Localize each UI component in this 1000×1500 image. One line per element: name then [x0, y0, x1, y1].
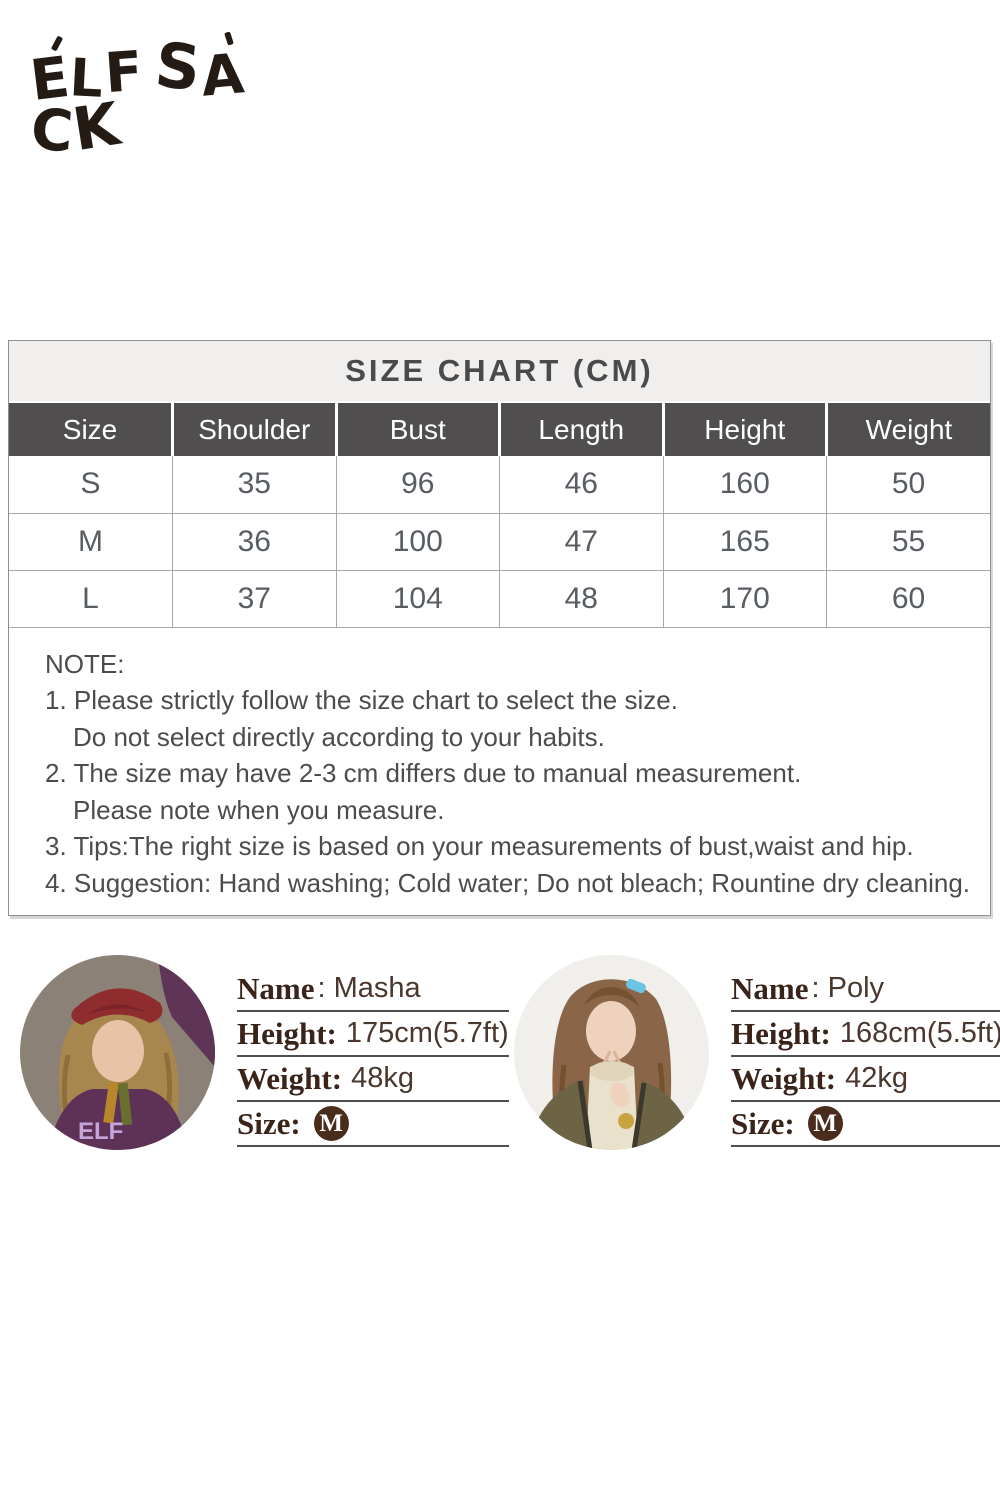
- height-label: Height:: [731, 1015, 831, 1051]
- logo-letter: K: [67, 88, 124, 165]
- weight-label: Weight:: [731, 1060, 837, 1096]
- size-chart-title: SIZE CHART (CM): [9, 341, 990, 403]
- model-photo-poly: [514, 955, 709, 1150]
- column-header-length: Length: [498, 403, 663, 456]
- cell-bust: 104: [335, 569, 500, 628]
- size-table: Size Shoulder Bust Length Height Weight …: [9, 403, 990, 628]
- note-section: NOTE: 1. Please strictly follow the size…: [9, 628, 990, 916]
- cell-height: 170: [662, 569, 827, 628]
- name-row: Name : Poly: [731, 967, 1000, 1012]
- note-line-3: 3. Tips:The right size is based on your …: [45, 831, 914, 861]
- cell-weight: 55: [826, 512, 990, 571]
- weight-value: 42kg: [845, 1062, 908, 1094]
- size-row-l: L 37 104 48 170 60: [9, 569, 990, 628]
- cell-length: 46: [499, 456, 664, 514]
- weight-row: Weight: 48kg: [237, 1057, 509, 1102]
- column-header-bust: Bust: [334, 403, 500, 456]
- column-header-size: Size: [9, 403, 173, 456]
- brand-logo: ELF SACK: [27, 28, 260, 165]
- cell-bust: 96: [335, 456, 500, 514]
- model-card-poly: Name : Poly Height: 168cm(5.5ft) Weight:…: [514, 955, 1000, 1150]
- size-table-header-row: Size Shoulder Bust Length Height Weight: [9, 403, 990, 456]
- note-line-4: 4. Suggestion: Hand washing; Cold water;…: [45, 867, 971, 898]
- masha-portrait-illustration: ELF: [20, 955, 215, 1150]
- size-label: Size:: [237, 1105, 301, 1141]
- logo-letter: C: [28, 96, 76, 166]
- column-header-height: Height: [661, 403, 827, 456]
- height-value: 175cm(5.7ft): [345, 1017, 509, 1049]
- model-info-masha: Name : Masha Height: 175cm(5.7ft) Weight…: [237, 955, 509, 1150]
- cell-weight: 50: [826, 456, 990, 514]
- model-photo-masha: ELF: [20, 955, 215, 1150]
- model-info-poly: Name : Poly Height: 168cm(5.5ft) Weight:…: [731, 955, 1000, 1150]
- name-value: : Poly: [811, 972, 885, 1004]
- name-row: Name : Masha: [237, 967, 509, 1012]
- height-value: 168cm(5.5ft): [839, 1017, 1000, 1049]
- poly-portrait-illustration: [514, 955, 709, 1150]
- size-row-s: S 35 96 46 160 50: [9, 456, 990, 514]
- cell-size: M: [9, 512, 173, 571]
- note-line-1-continued: Do not select directly according to your…: [73, 721, 605, 752]
- size-row: Size: M: [731, 1102, 1000, 1147]
- height-label: Height:: [237, 1015, 337, 1051]
- note-line-1: 1. Please strictly follow the size chart…: [45, 685, 678, 715]
- weight-row: Weight: 42kg: [731, 1057, 1000, 1102]
- size-m-badge: M: [807, 1106, 843, 1141]
- cell-weight: 60: [826, 569, 990, 628]
- column-header-shoulder: Shoulder: [171, 403, 336, 456]
- cell-size: L: [9, 569, 173, 628]
- cell-shoulder: 35: [172, 456, 337, 514]
- size-label: Size:: [731, 1105, 795, 1141]
- note-heading: NOTE:: [45, 648, 125, 679]
- column-header-weight: Weight: [825, 403, 990, 456]
- name-value: : Masha: [317, 972, 421, 1004]
- weight-value: 48kg: [351, 1062, 414, 1094]
- height-row: Height: 175cm(5.7ft): [237, 1012, 509, 1057]
- cell-height: 165: [662, 512, 827, 571]
- cell-length: 47: [499, 512, 664, 571]
- weight-label: Weight:: [237, 1060, 343, 1096]
- cell-shoulder: 36: [172, 512, 337, 571]
- shirt-graphic-text: ELF: [78, 1118, 123, 1145]
- logo-letter: A: [198, 41, 247, 109]
- note-line-2-continued: Please note when you measure.: [73, 794, 445, 825]
- size-m-badge: M: [313, 1106, 349, 1141]
- size-chart-panel: SIZE CHART (CM) Size Shoulder Bust Lengt…: [8, 340, 991, 916]
- model-card-masha: ELF Name : Masha Height: 175cm(5.7ft) We…: [20, 955, 509, 1150]
- name-label: Name: [731, 970, 809, 1006]
- size-row-m: M 36 100 47 165 55: [9, 512, 990, 571]
- cell-shoulder: 37: [172, 569, 337, 628]
- cell-height: 160: [662, 456, 827, 514]
- note-line-2: 2. The size may have 2-3 cm differs due …: [45, 758, 802, 788]
- logo-letter: S: [151, 27, 204, 106]
- name-label: Name: [237, 970, 315, 1006]
- height-row: Height: 168cm(5.5ft): [731, 1012, 1000, 1057]
- cell-length: 48: [499, 569, 664, 628]
- size-row: Size: M: [237, 1102, 509, 1147]
- cell-size: S: [9, 456, 173, 514]
- cell-bust: 100: [335, 512, 500, 571]
